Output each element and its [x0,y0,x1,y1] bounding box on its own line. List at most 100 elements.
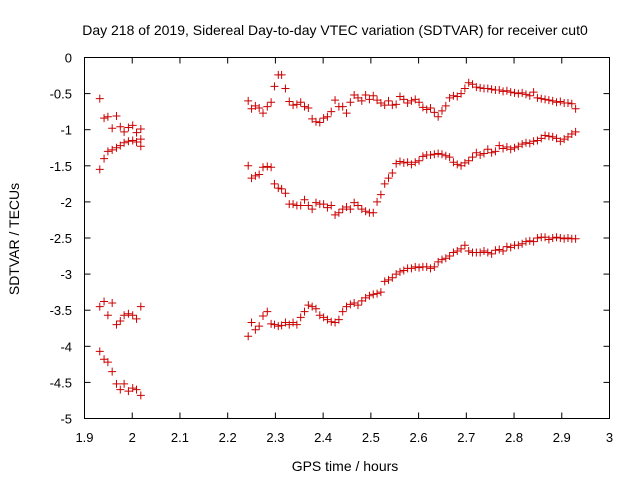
data-point-marker [95,347,104,356]
data-point-marker [464,246,473,255]
data-point-marker [415,263,424,272]
data-point-marker [270,82,279,91]
data-point-marker [437,106,446,115]
data-point-marker [315,118,324,127]
data-point-marker [108,145,117,154]
data-point-marker [479,149,488,158]
data-point-marker [365,291,374,300]
data-point-marker [296,313,305,322]
plot-frame [84,57,610,419]
x-tick-label: 2.9 [553,430,571,445]
data-point-marker [411,158,420,167]
data-point-marker [529,137,538,146]
data-point-marker [563,234,572,242]
data-point-marker [437,150,446,159]
data-point-marker [289,200,298,209]
data-point-marker [136,302,145,311]
data-point-marker [361,207,370,216]
y-tick-label: -4.5 [50,375,72,390]
data-point-marker [468,153,477,162]
data-point-marker [521,90,530,99]
data-point-marker [399,95,408,104]
data-point-marker [541,95,550,104]
data-point-marker [251,171,260,180]
data-point-marker [346,98,355,107]
data-point-marker [365,95,374,104]
data-point-marker [487,85,496,94]
x-tick-label: 2 [129,430,136,445]
data-point-marker [327,317,336,326]
y-tick-label: -3 [60,267,72,282]
data-point-marker [103,311,112,320]
data-point-marker [533,136,542,145]
data-point-marker [514,241,523,250]
data-point-marker [521,138,530,147]
data-point-marker [487,249,496,258]
data-point-marker [430,262,439,271]
data-point-marker [323,112,332,121]
data-point-marker [353,301,362,310]
data-point-marker [567,99,576,108]
data-point-marker [300,307,309,316]
data-point-marker [426,264,435,273]
data-point-marker [124,309,133,318]
x-tick-label: 2.4 [314,430,332,445]
data-point-marker [255,170,264,179]
data-point-marker [95,94,104,103]
data-point-marker [311,117,320,126]
data-point-marker [116,122,125,131]
data-point-marker [308,302,317,311]
data-point-marker [392,159,401,168]
data-point-marker [556,137,565,146]
x-tick-label: 2.2 [219,430,237,445]
data-point-marker [281,318,290,327]
data-point-marker [112,143,121,152]
data-point-marker [304,201,313,210]
data-point-marker [556,234,565,242]
data-point-marker [392,270,401,279]
data-point-marker [491,147,500,156]
data-point-marker [449,91,458,100]
data-point-marker [311,304,320,313]
data-point-marker [263,102,272,111]
data-point-marker [476,150,485,159]
data-point-marker [441,101,450,110]
data-point-marker [506,243,515,252]
data-point-marker [395,157,404,166]
data-point-marker [132,314,141,323]
data-point-marker [548,96,557,105]
x-tick-label: 2.5 [362,430,380,445]
data-point-marker [529,237,538,246]
data-point-marker [361,293,370,302]
x-tick-label: 2.8 [505,430,523,445]
data-point-marker [128,384,137,393]
data-point-marker [445,252,454,261]
data-point-marker [376,288,385,297]
data-point-marker [304,301,313,310]
data-point-marker [319,200,328,209]
data-point-marker [434,257,443,266]
data-point-marker [460,158,469,167]
data-point-marker [441,254,450,263]
data-point-marker [407,160,416,169]
data-point-marker [112,379,121,388]
data-point-marker [457,244,466,253]
data-point-marker [479,246,488,255]
y-tick-label: -4 [60,339,72,354]
data-point-marker [472,83,481,92]
data-point-marker [334,208,343,217]
data-point-marker [407,96,416,105]
data-point-marker [533,93,542,102]
data-point-marker [415,156,424,165]
y-tick-label: -2 [60,195,72,210]
data-point-marker [100,154,109,163]
data-point-marker [308,205,317,214]
data-point-marker [251,101,260,110]
data-point-marker [544,235,553,244]
y-axis-ticks: 0 -0.5 -1 -1.5 -2 -2.5 -3 -3.5 -4 -4.5 -5 [50,51,610,427]
x-tick-label: 3 [606,430,613,445]
series-track-bottom-left [95,347,145,400]
data-point-marker [281,189,290,198]
data-point-marker [487,148,496,157]
